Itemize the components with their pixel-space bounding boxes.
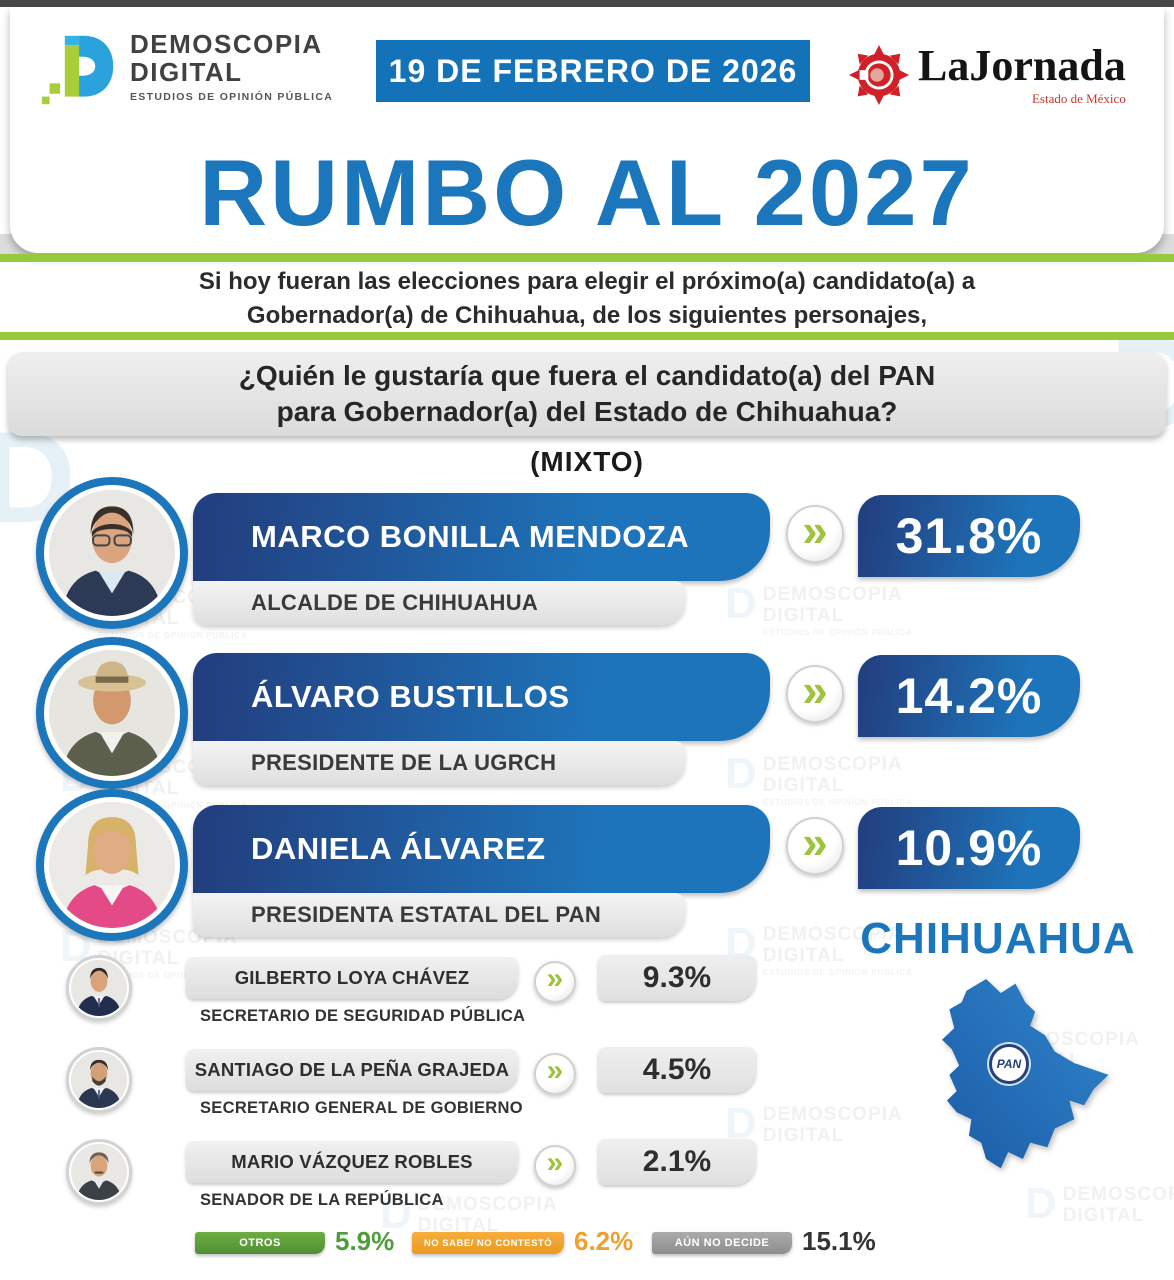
candidate-role: SECRETARIO GENERAL DE GOBIERNO <box>200 1099 523 1117</box>
candidate-name: MARCO BONILLA MENDOZA <box>251 519 690 554</box>
candidate-photo <box>36 477 188 629</box>
candidate-row-daniela-alvarez: DANIELA ÁLVAREZ PRESIDENTA ESTATAL DEL P… <box>0 789 1174 947</box>
candidate-photo <box>66 955 132 1021</box>
page-title: RUMBO AL 2027 <box>199 140 975 245</box>
candidate-name-bar: MARCO BONILLA MENDOZA <box>193 493 770 581</box>
candidate-row-alvaro-bustillos: ÁLVARO BUSTILLOS PRESIDENTE DE LA UGRCH … <box>0 637 1174 795</box>
green-divider-bottom <box>0 332 1174 340</box>
chevron-right-icon: » <box>534 1053 576 1095</box>
daniela-alvarez-avatar <box>49 802 175 928</box>
candidate-row-mario-vazquez: MARIO VÁZQUEZ ROBLES SENADOR DE LA REPÚB… <box>0 1139 1174 1231</box>
demoscopia-logo: DEMOSCOPIA DIGITAL ESTUDIOS DE OPINIÓN P… <box>42 30 333 110</box>
candidate-name: ÁLVARO BUSTILLOS <box>251 679 570 714</box>
chevron-right-icon: » <box>786 665 844 723</box>
candidate-role-bar: PRESIDENTA ESTATAL DEL PAN <box>193 893 685 937</box>
candidate-name-bar: ÁLVARO BUSTILLOS <box>193 653 770 741</box>
candidate-percentage: 2.1% <box>598 1139 756 1185</box>
candidate-percentage: 10.9% <box>858 807 1080 889</box>
outlet-name: LaJornada <box>918 41 1126 90</box>
candidate-photo <box>66 1139 132 1205</box>
brand-line2: DIGITAL <box>130 57 243 88</box>
candidate-percentage: 9.3% <box>598 955 756 1001</box>
candidate-row-santiago-de-la-pena: SANTIAGO DE LA PEÑA GRAJEDA SECRETARIO G… <box>0 1047 1174 1139</box>
legend-otros-value: 5.9% <box>335 1226 395 1256</box>
state-label: CHIHUAHUA <box>860 914 1136 963</box>
legend-nosabe-value: 6.2% <box>574 1226 634 1256</box>
legend-nosabe-pill: NO SABE/ NO CONTESTÓ <box>412 1232 564 1254</box>
question-mode: (MIXTO) <box>530 446 644 477</box>
gilberto-loya-avatar <box>71 960 127 1016</box>
demoscopia-d-icon <box>42 35 114 105</box>
candidate-role: PRESIDENTA ESTATAL DEL PAN <box>251 902 602 927</box>
la-jornada-sun-icon <box>848 44 910 106</box>
chevron-right-icon: » <box>534 1145 576 1187</box>
pan-logo-badge: PAN <box>989 1044 1029 1084</box>
candidate-row-marco-bonilla: MARCO BONILLA MENDOZA ALCALDE DE CHIHUAH… <box>0 477 1174 635</box>
candidate-photo <box>36 789 188 941</box>
green-divider-top <box>0 254 1174 262</box>
candidate-photo <box>66 1047 132 1113</box>
candidate-role: SENADOR DE LA REPÚBLICA <box>200 1191 444 1209</box>
legend-aunnodecide-pill: AÚN NO DECIDE <box>652 1232 792 1254</box>
chevron-right-icon: » <box>786 505 844 563</box>
chevron-right-icon: » <box>786 817 844 875</box>
legend-otros-pill: OTROS <box>195 1232 325 1254</box>
alvaro-bustillos-avatar <box>49 650 175 776</box>
legend-aunnodecide-value: 15.1% <box>802 1226 876 1256</box>
candidate-name: DANIELA ÁLVAREZ <box>251 831 546 866</box>
chihuahua-map: PAN <box>893 972 1138 1187</box>
candidate-role-bar: PRESIDENTE DE LA UGRCH <box>193 741 685 785</box>
candidate-role: ALCALDE DE CHIHUAHUA <box>251 590 539 615</box>
date-banner: 19 DE FEBRERO DE 2026 <box>376 40 810 102</box>
candidate-percentage: 4.5% <box>598 1047 756 1093</box>
la-jornada-logo: LaJornada Estado de México <box>848 44 1126 107</box>
intro-line1: Si hoy fueran las elecciones para elegir… <box>198 268 976 295</box>
brand-line1: DEMOSCOPIA <box>130 29 323 59</box>
candidate-percentage: 31.8% <box>858 495 1080 577</box>
santiago-de-la-pena-avatar <box>71 1052 127 1108</box>
question-line2: para Gobernador(a) del Estado de Chihuah… <box>276 396 898 427</box>
candidate-percentage: 14.2% <box>858 655 1080 737</box>
candidate-photo <box>36 637 188 789</box>
candidate-role: PRESIDENTE DE LA UGRCH <box>251 750 557 775</box>
question-line1: ¿Quién le gustaría que fuera el candidat… <box>238 360 936 391</box>
chevron-right-icon: » <box>534 961 576 1003</box>
outlet-region: Estado de México <box>1031 91 1126 106</box>
mario-vazquez-avatar <box>71 1144 127 1200</box>
top-border-strip <box>0 0 1174 7</box>
brand-tagline: ESTUDIOS DE OPINIÓN PÚBLICA <box>130 91 334 104</box>
marco-bonilla-avatar <box>49 490 175 616</box>
candidate-role-bar: ALCALDE DE CHIHUAHUA <box>193 581 685 625</box>
candidate-role: SECRETARIO DE SEGURIDAD PÚBLICA <box>200 1007 526 1025</box>
candidate-row-gilberto-loya: GILBERTO LOYA CHÁVEZ SECRETARIO DE SEGUR… <box>0 955 1174 1047</box>
candidate-name-pill: MARIO VÁZQUEZ ROBLES <box>186 1141 518 1183</box>
la-jornada-wordmark: LaJornada Estado de México <box>918 44 1126 107</box>
question-box: ¿Quién le gustaría que fuera el candidat… <box>8 352 1166 436</box>
candidate-name-pill: SANTIAGO DE LA PEÑA GRAJEDA <box>186 1049 518 1091</box>
intro-line2: Gobernador(a) de Chihuahua, de los sigui… <box>246 302 928 329</box>
demoscopia-wordmark: DEMOSCOPIA DIGITAL ESTUDIOS DE OPINIÓN P… <box>130 30 333 103</box>
candidate-name-pill: GILBERTO LOYA CHÁVEZ <box>186 957 518 999</box>
candidate-name-bar: DANIELA ÁLVAREZ <box>193 805 770 893</box>
